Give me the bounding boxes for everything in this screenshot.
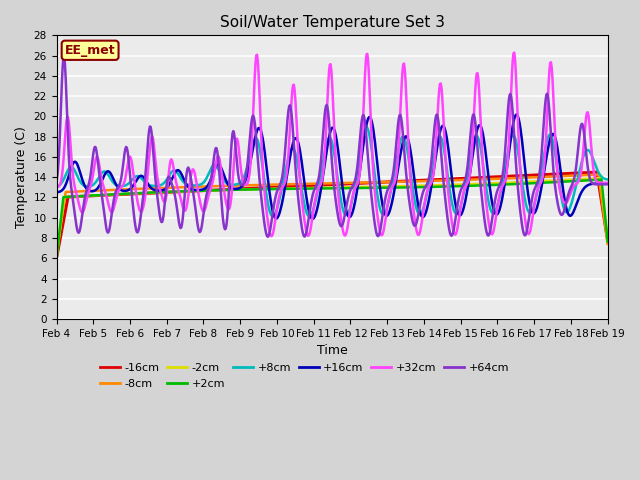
+64cm bbox=[555, 205, 563, 211]
-16cm bbox=[377, 180, 385, 185]
+16cm bbox=[309, 216, 317, 222]
Line: -2cm: -2cm bbox=[56, 178, 607, 258]
-2cm bbox=[324, 185, 332, 191]
+2cm bbox=[52, 255, 60, 261]
+16cm bbox=[173, 168, 181, 173]
+64cm bbox=[174, 215, 182, 220]
+64cm bbox=[433, 112, 441, 118]
Line: -8cm: -8cm bbox=[56, 175, 607, 253]
+2cm bbox=[598, 177, 605, 182]
+32cm bbox=[197, 204, 205, 210]
+32cm bbox=[511, 50, 518, 56]
+32cm bbox=[378, 232, 386, 238]
+32cm bbox=[268, 233, 275, 239]
+8cm bbox=[52, 184, 60, 190]
+16cm bbox=[604, 180, 611, 186]
+8cm bbox=[379, 211, 387, 217]
+32cm bbox=[173, 184, 181, 190]
-2cm bbox=[597, 175, 605, 181]
-8cm bbox=[52, 250, 60, 256]
+16cm bbox=[513, 112, 520, 118]
Line: +2cm: +2cm bbox=[56, 180, 607, 258]
+16cm bbox=[555, 153, 563, 159]
-2cm bbox=[173, 189, 181, 194]
-8cm bbox=[197, 184, 205, 190]
-16cm bbox=[553, 171, 561, 177]
+16cm bbox=[197, 187, 205, 192]
+2cm bbox=[431, 184, 439, 190]
Line: -16cm: -16cm bbox=[56, 172, 607, 258]
-2cm bbox=[604, 239, 611, 244]
Line: +64cm: +64cm bbox=[56, 56, 607, 237]
+16cm bbox=[433, 151, 440, 157]
+16cm bbox=[378, 198, 386, 204]
+32cm bbox=[324, 81, 332, 86]
+32cm bbox=[555, 180, 563, 186]
+8cm bbox=[324, 136, 332, 142]
+2cm bbox=[173, 189, 181, 194]
+16cm bbox=[52, 190, 60, 195]
+64cm bbox=[198, 222, 206, 228]
+64cm bbox=[379, 212, 387, 218]
Legend: -16cm, -8cm, -2cm, +2cm, +8cm, +16cm, +32cm, +64cm: -16cm, -8cm, -2cm, +2cm, +8cm, +16cm, +3… bbox=[95, 359, 513, 393]
-8cm bbox=[604, 241, 611, 247]
-16cm bbox=[173, 189, 181, 195]
+16cm bbox=[324, 138, 332, 144]
-2cm bbox=[553, 178, 561, 183]
-16cm bbox=[593, 169, 601, 175]
+8cm bbox=[197, 181, 205, 187]
+2cm bbox=[324, 185, 332, 191]
-16cm bbox=[604, 238, 611, 243]
-2cm bbox=[197, 188, 205, 193]
Title: Soil/Water Temperature Set 3: Soil/Water Temperature Set 3 bbox=[220, 15, 445, 30]
Text: EE_met: EE_met bbox=[65, 44, 115, 57]
+2cm bbox=[377, 185, 385, 191]
+64cm bbox=[52, 179, 60, 184]
+8cm bbox=[433, 138, 441, 144]
+8cm bbox=[173, 170, 181, 176]
+32cm bbox=[52, 184, 60, 190]
-2cm bbox=[431, 182, 439, 188]
+2cm bbox=[197, 188, 205, 193]
+64cm bbox=[60, 53, 68, 59]
+32cm bbox=[433, 138, 440, 144]
Line: +8cm: +8cm bbox=[56, 127, 607, 216]
-16cm bbox=[52, 255, 60, 261]
-8cm bbox=[595, 172, 602, 178]
Line: +32cm: +32cm bbox=[56, 53, 607, 236]
+32cm bbox=[604, 180, 611, 186]
-16cm bbox=[197, 188, 205, 193]
-8cm bbox=[324, 180, 332, 186]
-16cm bbox=[431, 177, 439, 182]
+2cm bbox=[604, 239, 611, 244]
-8cm bbox=[377, 180, 385, 185]
+8cm bbox=[305, 213, 313, 219]
+8cm bbox=[363, 124, 371, 130]
+64cm bbox=[264, 234, 271, 240]
X-axis label: Time: Time bbox=[317, 344, 348, 357]
+8cm bbox=[555, 176, 563, 182]
+8cm bbox=[604, 177, 611, 182]
Line: +16cm: +16cm bbox=[56, 115, 607, 219]
-16cm bbox=[324, 182, 332, 188]
-2cm bbox=[377, 184, 385, 190]
Y-axis label: Temperature (C): Temperature (C) bbox=[15, 126, 28, 228]
-8cm bbox=[173, 184, 181, 190]
+64cm bbox=[325, 119, 333, 125]
-2cm bbox=[52, 255, 60, 261]
-8cm bbox=[431, 178, 439, 184]
+64cm bbox=[604, 181, 611, 187]
-8cm bbox=[553, 173, 561, 179]
+2cm bbox=[553, 179, 561, 185]
